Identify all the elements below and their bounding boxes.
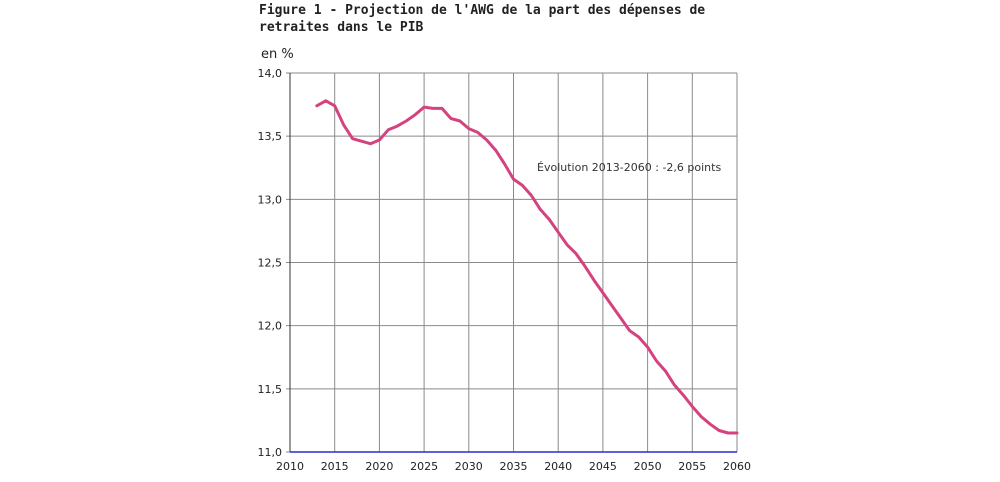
x-tick-label: 2030 xyxy=(455,460,483,473)
chart-title: Figure 1 - Projection de l'AWG de la par… xyxy=(259,3,706,35)
y-tick-label: 14,0 xyxy=(258,67,283,80)
axes xyxy=(289,73,737,453)
y-tick-label: 13,0 xyxy=(258,193,283,206)
grid xyxy=(286,72,738,453)
x-tick-label: 2060 xyxy=(723,460,751,473)
x-tick-label: 2055 xyxy=(678,460,706,473)
y-tick-label: 11,0 xyxy=(258,446,283,459)
x-tick-label: 2050 xyxy=(634,460,662,473)
tick-labels: 2010 2015 2020 2025 2030 2035 2040 2045 2050 2055… xyxy=(258,67,752,473)
x-tick-label: 2020 xyxy=(365,460,393,473)
x-tick-label: 2015 xyxy=(321,460,349,473)
y-axis-unit-label: en % xyxy=(261,47,294,62)
series-layer xyxy=(315,99,739,435)
series-line xyxy=(315,99,739,435)
x-tick-label: 2045 xyxy=(589,460,617,473)
x-tick-label: 2040 xyxy=(544,460,572,473)
x-tick-label: 2025 xyxy=(410,460,438,473)
y-tick-label: 12,0 xyxy=(258,320,283,333)
x-tick-label: 2035 xyxy=(500,460,528,473)
x-tick-label: 2010 xyxy=(276,460,304,473)
y-tick-label: 12,5 xyxy=(258,257,283,270)
y-tick-label: 13,5 xyxy=(258,130,283,143)
y-tick-label: 11,5 xyxy=(258,383,283,396)
evolution-annotation: Évolution 2013-2060 : -2,6 points xyxy=(537,161,721,174)
